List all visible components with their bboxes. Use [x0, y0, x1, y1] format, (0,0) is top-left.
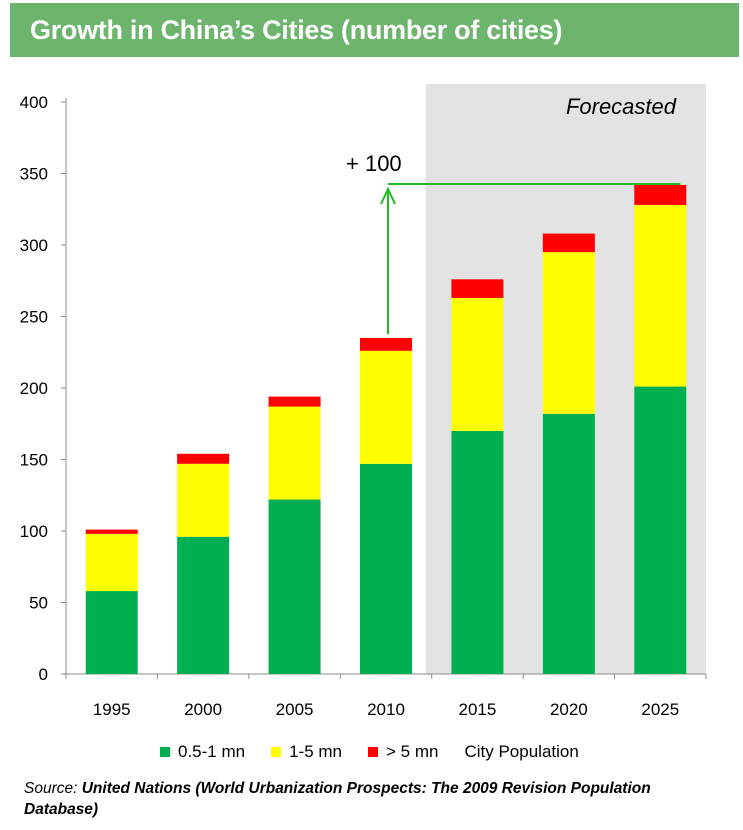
legend-swatch-yellow [271, 747, 282, 757]
y-tick-label: 0 [39, 665, 48, 684]
bar-2010-series-0 [360, 463, 412, 674]
source-note: Source: United Nations (World Urbanizati… [24, 778, 724, 820]
bar-1995-series-0 [85, 591, 138, 674]
legend-label-0: 0.5-1 mn [178, 742, 246, 761]
bar-2015-series-1 [451, 297, 504, 431]
y-tick-label: 300 [20, 236, 48, 255]
x-tick-label: 2025 [641, 700, 679, 719]
source-text: United Nations (World Urbanization Prosp… [24, 780, 651, 818]
legend-item-0: 0.5-1 mn [160, 742, 245, 762]
bar-2005-series-1 [268, 406, 321, 500]
bar-2020-series-0 [542, 413, 595, 674]
legend-title: City Population [464, 742, 579, 761]
bar-2005-series-2 [268, 396, 321, 407]
x-tick-label: 2015 [459, 700, 497, 719]
growth-annotation: + 100 [346, 151, 402, 176]
bar-2015-series-2 [451, 279, 504, 298]
x-tick-label: 1995 [93, 700, 131, 719]
bar-2000-series-0 [177, 536, 230, 674]
title-banner: Growth in China’s Cities (number of citi… [10, 3, 739, 57]
x-tick-label: 2000 [184, 700, 222, 719]
legend-label-2: > 5 mn [386, 742, 439, 761]
x-tick-label: 2020 [550, 700, 588, 719]
bar-2005-series-0 [268, 499, 321, 674]
bar-2000-series-1 [177, 463, 230, 537]
bar-2020-series-1 [542, 252, 595, 414]
legend-label-1: 1-5 mn [289, 742, 343, 761]
y-tick-label: 50 [29, 594, 48, 613]
legend-swatch-green [160, 747, 170, 757]
forecast-label: Forecasted [566, 94, 677, 119]
bar-2020-series-2 [542, 233, 595, 253]
bar-2025-series-2 [634, 184, 687, 205]
chart-title: Growth in China’s Cities (number of citi… [30, 14, 563, 45]
bar-2010-series-1 [360, 350, 412, 464]
legend-swatch-red [368, 747, 379, 757]
source-prefix: Source: [24, 780, 82, 797]
bar-2010-series-2 [360, 337, 412, 351]
y-tick-label: 350 [20, 165, 48, 184]
bar-2025-series-0 [634, 386, 687, 674]
bar-2000-series-2 [177, 453, 230, 464]
y-tick-label: 100 [20, 522, 48, 541]
y-tick-label: 200 [20, 379, 48, 398]
legend-item-1: 1-5 mn [271, 742, 342, 762]
x-tick-label: 2005 [276, 700, 314, 719]
y-tick-label: 150 [20, 451, 48, 470]
y-tick-label: 250 [20, 308, 48, 327]
bar-2025-series-1 [634, 204, 687, 387]
legend-item-2: > 5 mn [368, 742, 438, 762]
bar-1995-series-2 [85, 529, 138, 534]
arrow-head [380, 186, 396, 205]
x-tick-label: 2010 [367, 700, 405, 719]
bar-2015-series-0 [451, 430, 504, 674]
legend: 0.5-1 mn 1-5 mn > 5 mn City Population [160, 742, 605, 762]
y-tick-label: 400 [20, 93, 48, 112]
bar-1995-series-1 [85, 533, 138, 592]
